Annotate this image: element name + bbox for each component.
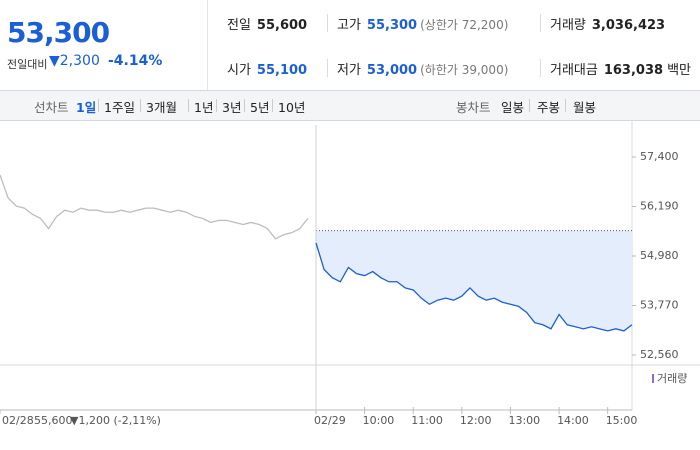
tab-divider	[98, 99, 99, 112]
x-tick-label: 13:00	[508, 414, 540, 427]
separator	[540, 59, 541, 77]
tab-divider	[188, 99, 189, 112]
price-line	[0, 174, 309, 240]
period-tab[interactable]: 3개월	[146, 100, 177, 115]
stat-note: (상한가 72,200)	[420, 18, 509, 32]
stat: 시가 55,100	[227, 59, 307, 78]
period-tab[interactable]: 1주일	[104, 100, 135, 115]
stat-unit: 백만	[667, 63, 691, 78]
stat: 전일 55,600	[227, 14, 307, 33]
change: ▼2,300	[49, 53, 100, 69]
y-tick-label: 54,980	[640, 249, 679, 262]
change-pct: -4.14%	[108, 53, 163, 69]
separator	[540, 14, 541, 32]
stat: 거래대금 163,038 백만	[550, 59, 691, 78]
x-tick-label: 15:00	[606, 414, 638, 427]
stat-label: 거래대금	[550, 63, 598, 78]
stat-label: 고가	[337, 18, 361, 33]
stat-value: 55,600	[256, 18, 308, 33]
change-label: 전일대비	[7, 58, 48, 71]
volume-label: 거래량	[657, 372, 687, 385]
footer-change: ▼1,200 (-2,11%)	[70, 414, 161, 427]
footer-price: 55,600	[34, 414, 73, 427]
x-tick-label: 11:00	[411, 414, 443, 427]
y-tick-label: 57,400	[640, 150, 679, 163]
quote-box: 53,300 전일대비 ▼2,300 -4.14%	[0, 0, 208, 90]
separator	[327, 14, 328, 32]
y-tick-label: 52,560	[640, 348, 679, 361]
period-tab[interactable]: 3년	[222, 100, 242, 115]
tab-divider	[216, 99, 217, 112]
x-tick-label: 02/29	[314, 414, 346, 427]
stat-value: 55,100	[256, 63, 308, 78]
separator	[327, 59, 328, 77]
tab-divider	[272, 99, 273, 112]
quote-header: 53,300 전일대비 ▼2,300 -4.14% 전일 55,600 고가 55,3…	[0, 0, 700, 91]
tab-divider	[140, 99, 141, 112]
stat-value: 163,038	[603, 63, 664, 78]
tab-divider	[565, 99, 566, 112]
price-line	[315, 242, 633, 332]
stat-label: 전일	[227, 18, 251, 33]
candle-tab[interactable]: 월봉	[573, 100, 597, 115]
x-tick-label: 14:00	[557, 414, 589, 427]
stat-label: 저가	[337, 63, 361, 78]
candle-tab[interactable]: 일봉	[501, 100, 525, 115]
stat-note: (하한가 39,000)	[420, 63, 509, 77]
tab-bar: 선차트 1일 1주일 3개월 1년 3년 5년 10년 봉차트 일봉 주봉 월봉	[0, 91, 700, 121]
period-tab[interactable]: 10년	[278, 100, 306, 115]
x-tick-label: 12:00	[460, 414, 492, 427]
stat: 거래량 3,036,423	[550, 14, 665, 33]
stat: 저가 53,000 (하한가 39,000)	[337, 59, 508, 78]
stat-label: 시가	[227, 63, 251, 78]
candle-tab[interactable]: 주봉	[537, 100, 561, 115]
stat-value: 55,300	[366, 18, 418, 33]
x-tick-label: 02/28	[2, 414, 34, 427]
area	[316, 230, 632, 331]
tab-group-label: 봉차트	[456, 100, 491, 115]
period-tab[interactable]: 1년	[194, 100, 214, 115]
stat: 고가 55,300 (상한가 72,200)	[337, 14, 508, 33]
stat-value: 3,036,423	[591, 18, 666, 33]
tab-divider	[529, 99, 530, 112]
volume-legend-swatch	[652, 374, 654, 383]
stat-value: 53,000	[366, 63, 418, 78]
y-tick-label: 53,770	[640, 299, 679, 312]
period-tab[interactable]: 5년	[250, 100, 270, 115]
tab-divider	[244, 99, 245, 112]
stat-label: 거래량	[550, 18, 586, 33]
y-tick-label: 56,190	[640, 200, 679, 213]
tab-group-label: 선차트	[34, 100, 69, 115]
price: 53,300	[7, 16, 110, 49]
x-tick-label: 10:00	[363, 414, 395, 427]
period-tab[interactable]: 1일	[76, 100, 97, 115]
